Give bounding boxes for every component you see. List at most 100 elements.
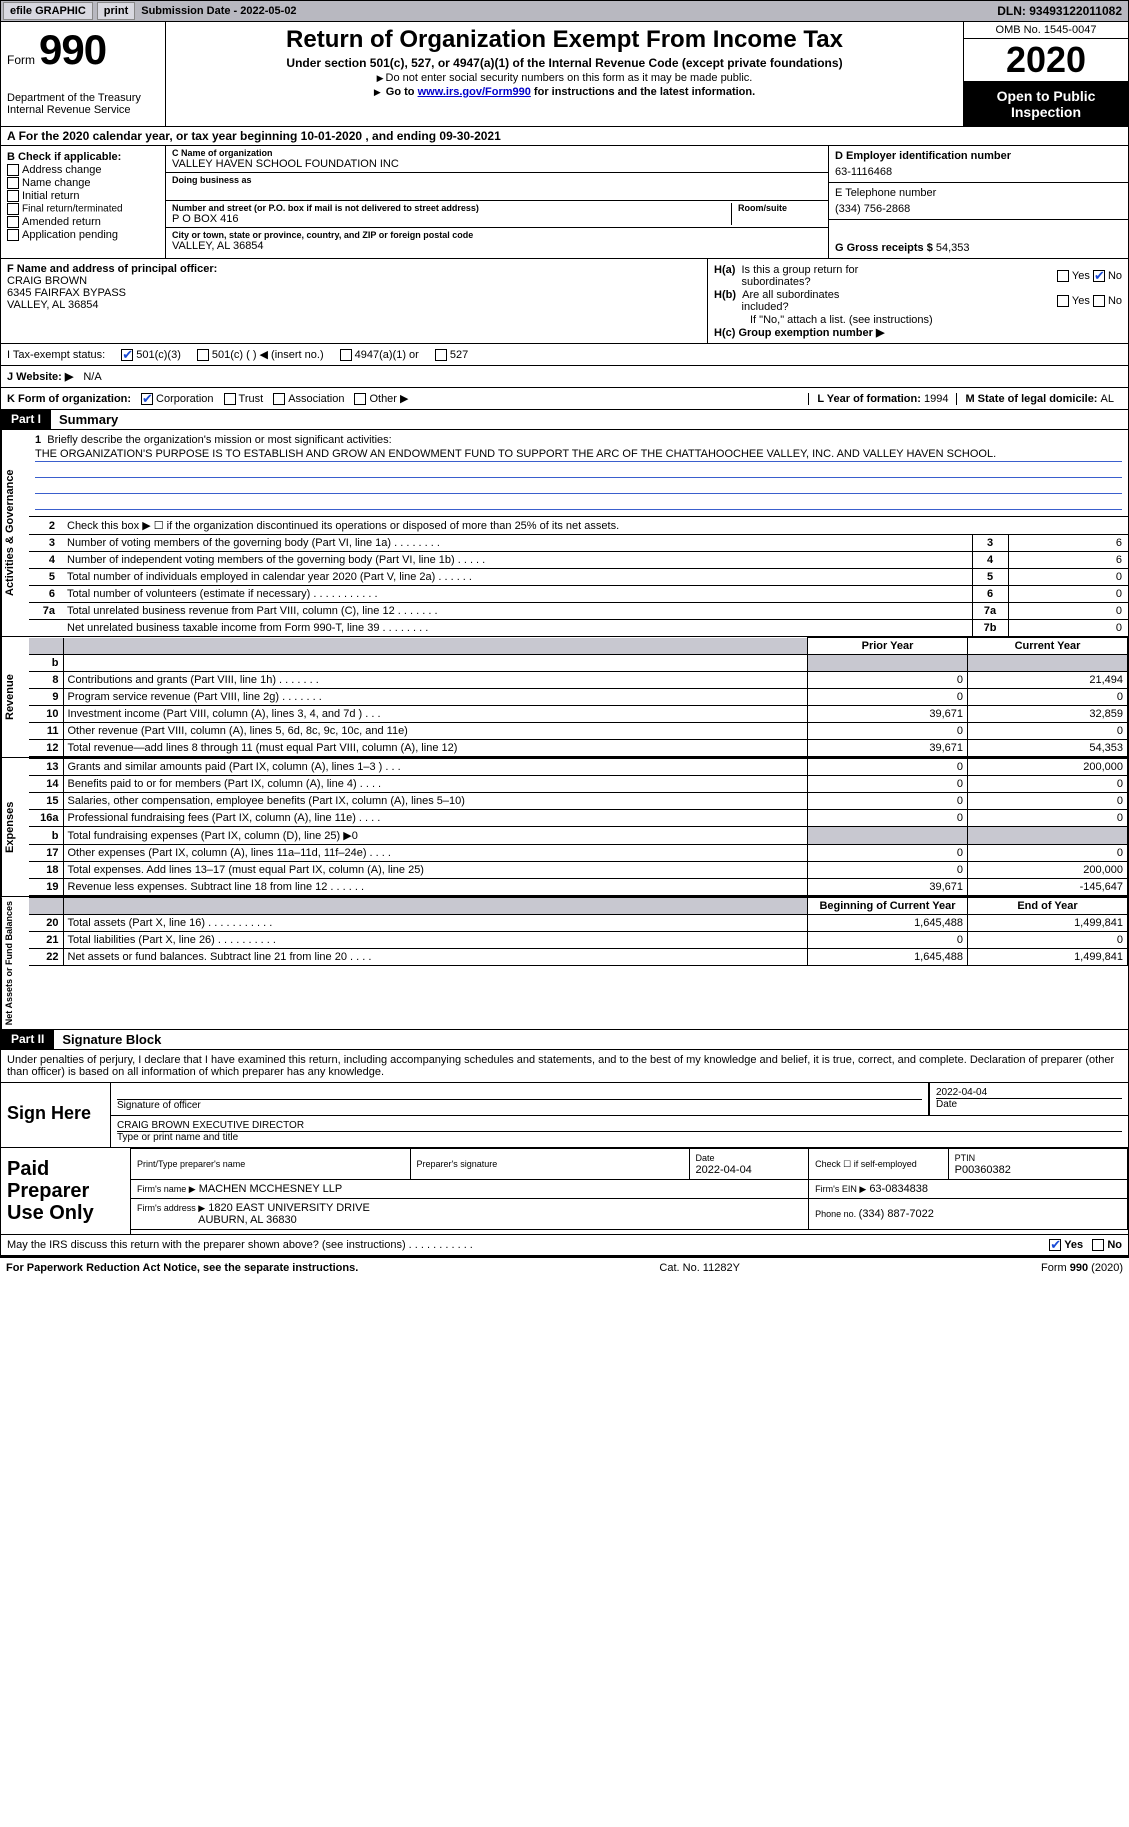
expenses-block: Expenses 13Grants and similar amounts pa…	[0, 758, 1129, 897]
opt-501c: 501(c) ( ) ◀ (insert no.)	[212, 349, 324, 361]
irs-yes: Yes	[1064, 1239, 1083, 1251]
cb-501c3[interactable]	[121, 349, 133, 361]
header-right: OMB No. 1545-0047 2020 Open to Public In…	[963, 22, 1128, 126]
paid-h5: PTIN	[955, 1153, 976, 1163]
opt-assoc: Association	[288, 393, 344, 405]
ha-yes-checkbox[interactable]	[1057, 270, 1069, 282]
website-row: J Website: ▶ N/A	[0, 366, 1129, 388]
firm-ein-label: Firm's EIN ▶	[815, 1184, 866, 1194]
sub3-pre: Go to	[386, 86, 418, 98]
checkbox-amended[interactable]	[7, 216, 19, 228]
paid-h4: Check ☐ if self-employed	[809, 1149, 949, 1180]
cell-address: Number and street (or P.O. box if mail i…	[166, 201, 828, 228]
row-a-tax-year: A For the 2020 calendar year, or tax yea…	[0, 127, 1129, 146]
efile-button[interactable]: efile GRAPHIC	[3, 2, 93, 20]
tax-year: 2020	[964, 39, 1128, 82]
irs-label: Internal Revenue Service	[7, 104, 159, 116]
header-sub3: Go to www.irs.gov/Form990 for instructio…	[172, 86, 957, 98]
firm-addr1: 1820 EAST UNIVERSITY DRIVE	[208, 1202, 370, 1214]
checkbox-name-change[interactable]	[7, 177, 19, 189]
checkbox-app-pending[interactable]	[7, 229, 19, 241]
col-b-checkboxes: B Check if applicable: Address change Na…	[1, 146, 166, 258]
footer-mid: Cat. No. 11282Y	[659, 1262, 740, 1274]
website-label: J Website: ▶	[7, 370, 73, 383]
firm-addr-label: Firm's address ▶	[137, 1203, 205, 1213]
netassets-block: Net Assets or Fund Balances Beginning of…	[0, 897, 1129, 1030]
hb-yes-checkbox[interactable]	[1057, 295, 1069, 307]
part1-bar: Part I Summary	[0, 410, 1129, 430]
cb-corp[interactable]	[141, 393, 153, 405]
mission-line3	[35, 480, 1122, 494]
cell-org-name: C Name of organization VALLEY HAVEN SCHO…	[166, 146, 828, 173]
header-sub1: Under section 501(c), 527, or 4947(a)(1)…	[172, 56, 957, 70]
kform-row: K Form of organization: Corporation Trus…	[0, 388, 1129, 410]
irs-yes-checkbox[interactable]	[1049, 1239, 1061, 1251]
paid-h1: Print/Type preparer's name	[137, 1159, 245, 1169]
checkbox-final-return[interactable]	[7, 203, 19, 215]
vlabel-netassets: Net Assets or Fund Balances	[1, 897, 29, 1029]
mission-line4	[35, 496, 1122, 510]
cell-dba: Doing business as	[166, 173, 828, 201]
checkbox-initial-return[interactable]	[7, 190, 19, 202]
cb-501c[interactable]	[197, 349, 209, 361]
footer: For Paperwork Reduction Act Notice, see …	[0, 1256, 1129, 1278]
signer-name: CRAIG BROWN EXECUTIVE DIRECTOR	[117, 1120, 1122, 1131]
c-label: C Name of organization	[172, 148, 822, 158]
tax-status-row: I Tax-exempt status: 501(c)(3) 501(c) ( …	[0, 344, 1129, 366]
paid-h3: Date	[696, 1153, 715, 1163]
submission-date: 2022-05-02	[240, 5, 296, 17]
hb-yes: Yes	[1072, 295, 1090, 307]
part2-tag: Part II	[1, 1030, 54, 1049]
netassets-table: Beginning of Current YearEnd of Year20To…	[29, 897, 1128, 966]
irs-no: No	[1107, 1239, 1122, 1251]
row-a-text: For the 2020 calendar year, or tax year …	[19, 129, 501, 143]
addr-value: P O BOX 416	[172, 213, 725, 225]
cb-trust[interactable]	[224, 393, 236, 405]
header-left: Form 990 Department of the Treasury Inte…	[1, 22, 166, 126]
cb-other[interactable]	[354, 393, 366, 405]
arrow-icon	[374, 86, 383, 98]
revenue-table: Prior YearCurrent Yearb8Contributions an…	[29, 637, 1128, 757]
governance-table: 2Check this box ▶ ☐ if the organization …	[29, 516, 1128, 636]
dln: DLN: 93493122011082	[997, 4, 1128, 18]
cb-label-1: Name change	[22, 177, 91, 189]
ha-no: No	[1108, 270, 1122, 282]
form-word: Form	[7, 53, 35, 67]
form990-link[interactable]: www.irs.gov/Form990	[418, 86, 531, 98]
ein-value: 63-1116468	[835, 166, 1122, 178]
opt-other: Other ▶	[369, 393, 408, 405]
signature-declaration: Under penalties of perjury, I declare th…	[0, 1050, 1129, 1083]
city-label: City or town, state or province, country…	[172, 230, 822, 240]
col-right: D Employer identification number 63-1116…	[828, 146, 1128, 258]
i-label: I Tax-exempt status:	[7, 349, 105, 361]
col-b-header: B Check if applicable:	[7, 151, 159, 163]
cell-ein: D Employer identification number 63-1116…	[829, 146, 1128, 183]
firm-ein: 63-0834838	[869, 1183, 928, 1195]
sign-date-label: Date	[936, 1098, 1122, 1110]
opt-501c3: 501(c)(3)	[136, 349, 181, 361]
addr-label: Number and street (or P.O. box if mail i…	[172, 203, 725, 213]
sign-date: 2022-04-04	[936, 1087, 1122, 1098]
cb-label-5: Application pending	[22, 229, 118, 241]
checkbox-address-change[interactable]	[7, 164, 19, 176]
cb-assoc[interactable]	[273, 393, 285, 405]
cb-527[interactable]	[435, 349, 447, 361]
irs-no-checkbox[interactable]	[1092, 1239, 1104, 1251]
paid-preparer-block: Paid Preparer Use Only Print/Type prepar…	[0, 1148, 1129, 1235]
form-title: Return of Organization Exempt From Incom…	[172, 26, 957, 54]
m-label: M State of legal domicile:	[965, 393, 1100, 405]
irs-discuss-row: May the IRS discuss this return with the…	[0, 1235, 1129, 1256]
cell-gross: G Gross receipts $ 54,353	[829, 220, 1128, 258]
f-addr1: 6345 FAIRFAX BYPASS	[7, 287, 701, 299]
dln-label: DLN:	[997, 4, 1029, 18]
paid-h3v: 2022-04-04	[696, 1164, 752, 1176]
g-label: G Gross receipts $	[835, 242, 936, 254]
opt-527: 527	[450, 349, 468, 361]
print-button[interactable]: print	[97, 2, 135, 20]
mission-line1: THE ORGANIZATION'S PURPOSE IS TO ESTABLI…	[35, 448, 1122, 462]
firm-name: MACHEN MCCHESNEY LLP	[199, 1183, 342, 1195]
cb-4947[interactable]	[340, 349, 352, 361]
hb-no-checkbox[interactable]	[1093, 295, 1105, 307]
ha-no-checkbox[interactable]	[1093, 270, 1105, 282]
submission-label: Submission Date - 2022-05-02	[137, 5, 300, 17]
